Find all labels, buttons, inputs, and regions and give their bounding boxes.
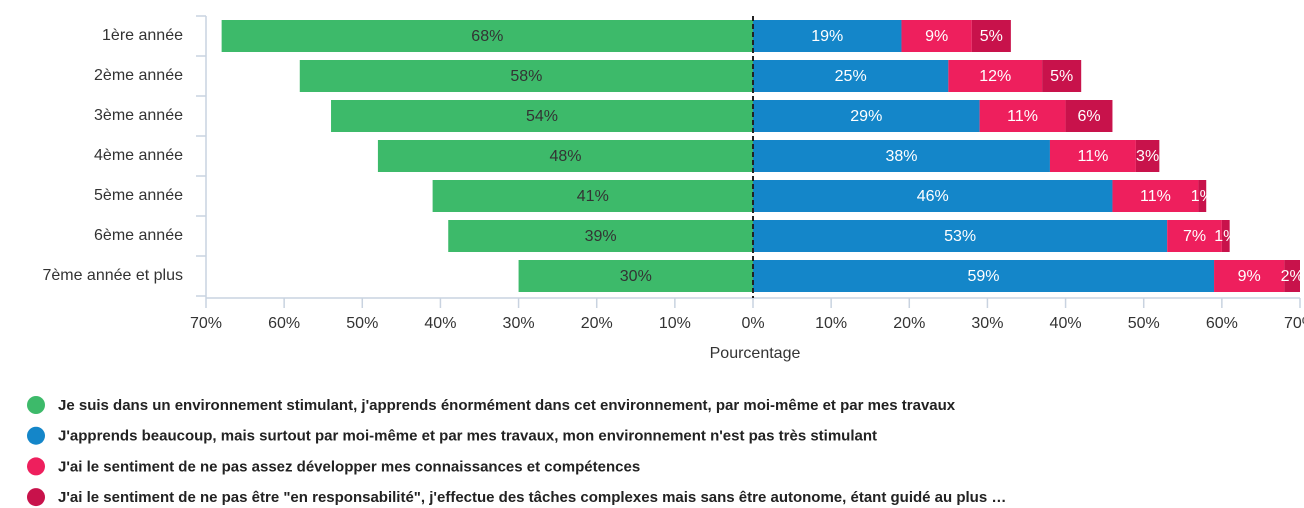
data-label: 1% (1214, 228, 1237, 245)
bar-segment (1112, 180, 1199, 212)
data-label: 25% (835, 68, 867, 85)
bar-segment (753, 180, 1113, 212)
bar-segment (753, 20, 902, 52)
x-tick-label: 70% (1284, 315, 1304, 332)
x-tick-label: 0% (741, 315, 764, 332)
category-label: 4ème année (94, 147, 183, 164)
data-label: 11% (1007, 108, 1038, 125)
bar-segment (1135, 140, 1160, 172)
category-label: 1ère année (102, 27, 183, 44)
bar-segment (901, 20, 972, 52)
x-tick-label: 30% (971, 315, 1003, 332)
legend-text: Je suis dans un environnement stimulant,… (58, 397, 956, 414)
bar-segment (377, 140, 753, 172)
data-label: 39% (585, 228, 617, 245)
data-label: 9% (925, 28, 948, 45)
data-label: 29% (850, 108, 882, 125)
x-tick-label: 10% (659, 315, 691, 332)
bar-segment (1221, 220, 1230, 252)
data-label: 48% (549, 148, 581, 165)
data-label: 2% (1281, 268, 1304, 285)
bar-segment (432, 180, 753, 212)
category-label: 7ème année et plus (42, 267, 183, 284)
data-label: 68% (471, 28, 503, 45)
bar-segment (753, 100, 980, 132)
x-tick-label: 30% (503, 315, 535, 332)
bar-segment (1214, 260, 1285, 292)
data-label: 53% (944, 228, 976, 245)
x-tick-label: 60% (268, 315, 300, 332)
bar-segment (299, 60, 753, 92)
bar-segment (1167, 220, 1222, 252)
bar-segment (448, 220, 753, 252)
x-tick-label: 50% (1128, 315, 1160, 332)
bar-segment (1198, 180, 1207, 212)
category-label: 5ème année (94, 187, 183, 204)
data-label: 30% (620, 268, 652, 285)
x-tick-label: 50% (346, 315, 378, 332)
data-label: 7% (1183, 228, 1206, 245)
bar-segment (753, 260, 1215, 292)
x-tick-label: 20% (581, 315, 613, 332)
data-label: 11% (1140, 188, 1171, 205)
x-tick-label: 40% (1050, 315, 1082, 332)
x-axis-label: Pourcentage (710, 345, 801, 362)
data-label: 46% (917, 188, 949, 205)
x-tick-label: 10% (815, 315, 847, 332)
bar-segment (1049, 140, 1136, 172)
x-tick-label: 70% (190, 315, 222, 332)
data-label: 41% (577, 188, 609, 205)
bar-segment (971, 20, 1011, 52)
data-label: 9% (1238, 268, 1261, 285)
bar-segment (753, 140, 1050, 172)
data-label: 6% (1077, 108, 1100, 125)
legend-text: J'ai le sentiment de ne pas assez dévelo… (58, 458, 640, 475)
bar-segment (1065, 100, 1113, 132)
legend-text: J'apprends beaucoup, mais surtout par mo… (58, 428, 877, 445)
data-label: 11% (1077, 148, 1108, 165)
category-label: 2ème année (94, 67, 183, 84)
legend-text: J'ai le sentiment de ne pas être "en res… (58, 489, 1006, 506)
data-label: 3% (1136, 148, 1159, 165)
category-label: 6ème année (94, 227, 183, 244)
bar-segment (979, 100, 1066, 132)
bar-segment (753, 220, 1168, 252)
data-label: 19% (811, 28, 843, 45)
bar-segment (518, 260, 753, 292)
data-label: 59% (968, 268, 1000, 285)
data-label: 5% (980, 28, 1003, 45)
data-label: 5% (1050, 68, 1073, 85)
x-tick-label: 40% (424, 315, 456, 332)
data-label: 58% (510, 68, 542, 85)
legend-marker (27, 457, 45, 476)
category-label: 3ème année (94, 107, 183, 124)
data-label: 54% (526, 108, 558, 125)
bar-segment (1042, 60, 1082, 92)
data-label: 1% (1191, 188, 1214, 205)
legend-marker (27, 426, 45, 445)
bar-segment (1284, 260, 1300, 292)
x-tick-label: 60% (1206, 315, 1238, 332)
legend-marker (27, 488, 45, 507)
bar-segment (331, 100, 753, 132)
bar-segment (948, 60, 1043, 92)
data-label: 12% (979, 68, 1011, 85)
x-tick-label: 20% (893, 315, 925, 332)
legend-marker (27, 396, 45, 414)
bar-segment (753, 60, 949, 92)
data-label: 38% (885, 148, 917, 165)
bar-segment (221, 20, 754, 52)
